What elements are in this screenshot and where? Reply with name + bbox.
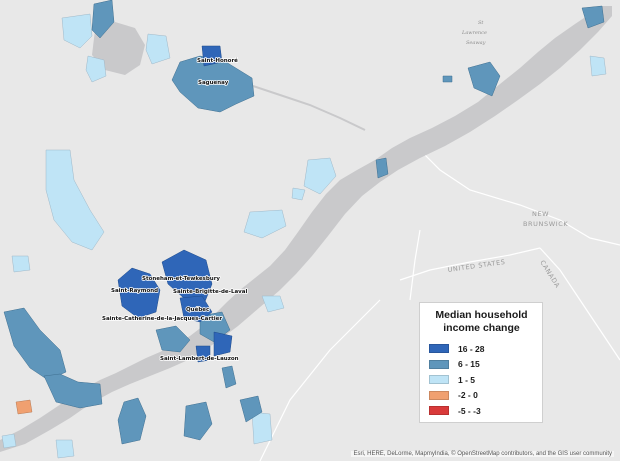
areas-6-to-15[interactable] bbox=[3, 0, 605, 445]
legend-label: -5 - -3 bbox=[458, 405, 481, 416]
legend-label: 16 - 28 bbox=[458, 343, 485, 354]
map-legend: Median household income change 16 - 28 6 … bbox=[419, 302, 543, 423]
area-minus-2-to-0[interactable] bbox=[15, 399, 33, 415]
legend-label: -2 - 0 bbox=[458, 390, 478, 401]
legend-swatch bbox=[429, 406, 449, 416]
legend-label: 1 - 5 bbox=[458, 374, 476, 385]
legend-title-line-2: income change bbox=[443, 322, 520, 334]
legend-title-line-1: Median household bbox=[435, 309, 528, 321]
place-sainte-brigitte: Sainte-Brigitte-de-Laval bbox=[173, 289, 247, 295]
place-saint-lambert: Saint-Lambert-de-Lauzon bbox=[160, 356, 239, 362]
label-brunswick: BRUNSWICK bbox=[523, 220, 568, 228]
label-st: St bbox=[478, 20, 484, 26]
legend-items: 16 - 28 6 - 15 1 - 5 -2 - 0 -5 - -3 bbox=[429, 341, 534, 419]
legend-swatch bbox=[429, 359, 449, 369]
legend-swatch bbox=[429, 344, 449, 354]
place-stoneham: Stoneham-et-Tewkesbury bbox=[142, 276, 220, 282]
legend-item: 1 - 5 bbox=[429, 372, 534, 388]
label-seaway: Seaway bbox=[466, 40, 486, 46]
areas-16-to-28[interactable] bbox=[117, 45, 233, 363]
legend-swatch bbox=[429, 375, 449, 385]
place-saint-raymond: Saint-Raymond bbox=[111, 288, 158, 294]
legend-label: 6 - 15 bbox=[458, 359, 480, 370]
lake-saint-jean bbox=[92, 22, 145, 75]
areas-1-to-5[interactable] bbox=[1, 13, 607, 459]
label-new: NEW bbox=[532, 210, 549, 218]
map-attribution: Esri, HERE, DeLorme, MapmyIndia, © OpenS… bbox=[351, 451, 614, 457]
legend-item: -2 - 0 bbox=[429, 388, 534, 404]
st-lawrence-river bbox=[0, 6, 612, 452]
legend-item: 16 - 28 bbox=[429, 341, 534, 357]
legend-item: 6 - 15 bbox=[429, 357, 534, 373]
legend-swatch bbox=[429, 390, 449, 400]
place-sainte-catherine: Sainte-Catherine-de-la-Jacques-Cartier bbox=[102, 316, 222, 322]
boundary-lines bbox=[259, 149, 620, 461]
place-quebec: Québec bbox=[186, 306, 209, 313]
legend-title: Median household income change bbox=[429, 309, 534, 335]
place-saguenay: Saguenay bbox=[198, 80, 229, 86]
place-saint-honore: Saint-Honoré bbox=[197, 57, 238, 64]
saguenay-river bbox=[249, 84, 366, 131]
legend-item: -5 - -3 bbox=[429, 403, 534, 419]
label-lawrence: Lawrence bbox=[461, 30, 487, 36]
